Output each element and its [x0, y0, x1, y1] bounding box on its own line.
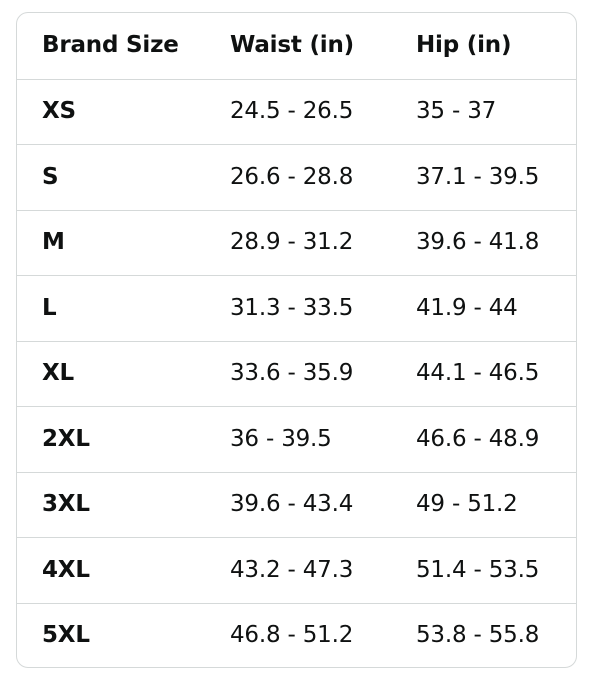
table-header-row: Brand Size Waist (in) Hip (in): [17, 13, 576, 79]
size-cell: M: [42, 229, 65, 256]
waist-cell: 39.6 - 43.4: [230, 491, 354, 518]
waist-cell: 28.9 - 31.2: [230, 229, 354, 256]
size-cell: XS: [42, 98, 76, 125]
table-row: 4XL 43.2 - 47.3 51.4 - 53.5: [17, 537, 576, 603]
size-cell: 2XL: [42, 425, 90, 452]
size-cell: 5XL: [42, 622, 90, 649]
size-cell: L: [42, 294, 57, 321]
table-row: 5XL 46.8 - 51.2 53.8 - 55.8: [17, 602, 576, 668]
waist-cell: 31.3 - 33.5: [230, 294, 354, 321]
size-cell: 4XL: [42, 556, 90, 583]
table-row: S 26.6 - 28.8 37.1 - 39.5: [17, 144, 576, 210]
table-row: 3XL 39.6 - 43.4 49 - 51.2: [17, 471, 576, 538]
size-cell: S: [42, 163, 59, 190]
waist-cell: 24.5 - 26.5: [230, 98, 354, 125]
hip-cell: 53.8 - 55.8: [416, 622, 540, 649]
hip-cell: 37.1 - 39.5: [416, 163, 540, 190]
header-waist: Waist (in): [230, 32, 354, 59]
header-brand-size: Brand Size: [42, 32, 179, 59]
table-row: XS 24.5 - 26.5 35 - 37: [17, 78, 576, 145]
table-row: 2XL 36 - 39.5 46.6 - 48.9: [17, 406, 576, 472]
size-cell: XL: [42, 360, 74, 387]
hip-cell: 41.9 - 44: [416, 294, 518, 321]
hip-cell: 46.6 - 48.9: [416, 425, 540, 452]
header-hip: Hip (in): [416, 32, 512, 59]
table-row: XL 33.6 - 35.9 44.1 - 46.5: [17, 340, 576, 407]
hip-cell: 44.1 - 46.5: [416, 360, 540, 387]
waist-cell: 33.6 - 35.9: [230, 360, 354, 387]
hip-cell: 35 - 37: [416, 98, 497, 125]
size-cell: 3XL: [42, 491, 90, 518]
hip-cell: 51.4 - 53.5: [416, 556, 540, 583]
hip-cell: 39.6 - 41.8: [416, 229, 540, 256]
hip-cell: 49 - 51.2: [416, 491, 518, 518]
waist-cell: 46.8 - 51.2: [230, 622, 354, 649]
waist-cell: 36 - 39.5: [230, 425, 332, 452]
waist-cell: 43.2 - 47.3: [230, 556, 354, 583]
waist-cell: 26.6 - 28.8: [230, 163, 354, 190]
table-row: L 31.3 - 33.5 41.9 - 44: [17, 275, 576, 341]
table-row: M 28.9 - 31.2 39.6 - 41.8: [17, 209, 576, 276]
size-chart-table: Brand Size Waist (in) Hip (in) XS 24.5 -…: [16, 12, 577, 668]
